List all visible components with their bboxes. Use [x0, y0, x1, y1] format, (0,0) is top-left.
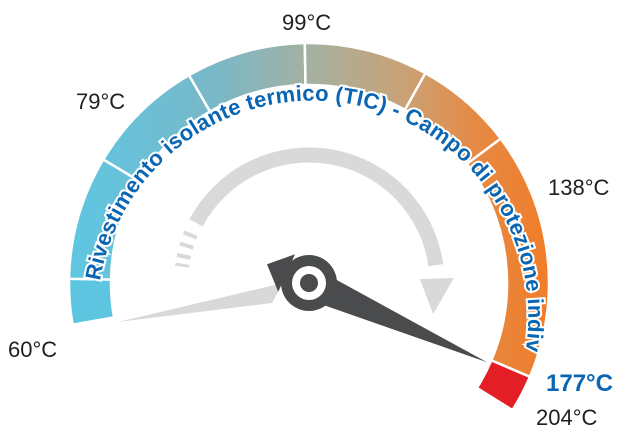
- gauge-band: [67, 41, 551, 412]
- min-pointer-wedge: [118, 283, 283, 322]
- label-max: 204°C: [536, 405, 598, 428]
- label-min: 60°C: [8, 337, 57, 362]
- current-temperature: 177°C: [546, 370, 613, 397]
- arrow-dash: [183, 230, 198, 240]
- label-79: 79°C: [76, 89, 125, 114]
- direction-arrow: [175, 147, 454, 314]
- label-99: 99°C: [282, 10, 331, 35]
- segment-60: [67, 277, 116, 326]
- label-138: 138°C: [548, 175, 610, 200]
- segment-204: [475, 359, 532, 412]
- arrow-dash: [176, 252, 192, 260]
- arrow-dash: [175, 262, 190, 268]
- gauge-needle: [267, 254, 488, 363]
- arrow-dash: [179, 241, 194, 250]
